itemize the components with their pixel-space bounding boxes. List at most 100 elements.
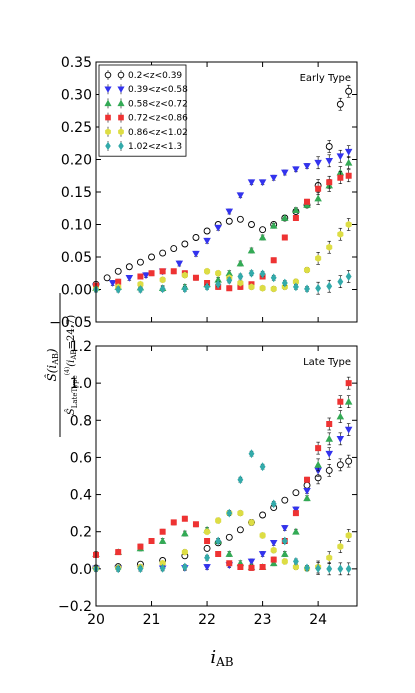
data-point: [337, 398, 344, 405]
data-point: [336, 100, 344, 108]
data-point: [258, 179, 267, 187]
data-point: [203, 227, 211, 235]
data-point: [336, 461, 344, 469]
y-tick-label: 0.2: [70, 525, 92, 541]
data-point: [337, 277, 344, 287]
legend-marker: [117, 99, 125, 107]
series-1.02<z<1.3: [93, 268, 352, 295]
data-point: [248, 564, 255, 571]
legend-marker: [118, 141, 124, 151]
data-point: [115, 285, 122, 294]
data-point: [259, 226, 267, 234]
data-point: [304, 563, 310, 573]
data-point: [344, 148, 353, 156]
legend-item: 0.2<z<0.39: [104, 70, 182, 81]
data-point: [345, 220, 352, 229]
series-0.58<z<0.72: [92, 156, 353, 292]
data-point: [159, 563, 166, 573]
legend-marker: [104, 86, 112, 93]
y-tick-label: 0.0: [70, 562, 92, 578]
data-point: [137, 564, 144, 574]
data-point: [215, 279, 222, 289]
data-point: [226, 508, 233, 518]
y-tick-label: 1.2: [70, 339, 92, 355]
data-point: [137, 285, 144, 294]
data-point: [281, 278, 288, 288]
data-point: [269, 174, 278, 182]
data-point: [314, 194, 322, 202]
data-point: [215, 517, 222, 525]
data-point: [292, 282, 299, 292]
data-point: [269, 221, 278, 229]
data-point: [181, 529, 189, 537]
legend-item: 1.02<z<1.3: [105, 141, 182, 152]
y-tick-label: 0.25: [61, 120, 92, 136]
data-point: [292, 506, 300, 514]
data-point: [325, 450, 333, 458]
data-point: [137, 273, 144, 280]
data-point: [204, 528, 211, 536]
data-point: [304, 284, 310, 294]
data-point: [203, 237, 211, 245]
data-point: [226, 275, 233, 285]
series-0.58<z<0.72: [92, 395, 353, 570]
series-1.02<z<1.3: [93, 449, 352, 576]
data-point: [159, 528, 166, 535]
legend-marker: [118, 114, 124, 121]
data-point: [292, 489, 300, 497]
data-point: [326, 421, 333, 427]
data-point: [237, 272, 244, 281]
y-tick-label: 0.00: [61, 283, 92, 299]
data-point: [326, 243, 333, 251]
data-point: [314, 460, 322, 468]
x-tick-label: 20: [87, 612, 105, 628]
data-point: [325, 467, 333, 474]
data-point: [236, 215, 244, 223]
data-point: [159, 276, 166, 284]
data-point: [345, 457, 353, 465]
data-point: [303, 266, 311, 274]
data-point: [248, 283, 255, 291]
data-point: [158, 537, 167, 544]
early-type-panel: −0.050.000.050.100.150.200.250.300.35Ear…: [49, 55, 358, 331]
panel-label: Late Type: [303, 357, 351, 368]
legend-marker: [105, 128, 111, 136]
data-point: [303, 494, 311, 502]
legend-label: 0.39<z<0.58: [128, 85, 188, 95]
data-point: [159, 268, 166, 275]
data-point: [336, 153, 345, 161]
data-point: [325, 157, 333, 165]
data-point: [337, 230, 344, 238]
data-point: [247, 558, 256, 566]
y-tick-label: 0.6: [70, 450, 92, 466]
data-point: [325, 143, 333, 150]
data-point: [181, 562, 188, 572]
data-point: [115, 278, 122, 285]
series-0.86<z<1.02: [92, 509, 352, 574]
x-tick-label: 23: [254, 612, 272, 628]
data-point: [248, 518, 255, 526]
data-point: [292, 527, 300, 535]
data-point: [148, 538, 155, 544]
data-point: [236, 259, 245, 267]
data-point: [344, 426, 353, 434]
series-0.72<z<0.86: [93, 169, 352, 292]
legend-marker: [117, 86, 125, 93]
x-tick-label: 24: [309, 612, 327, 628]
data-point: [345, 531, 352, 539]
data-point: [336, 436, 345, 443]
data-point: [237, 564, 244, 570]
legend-item: 0.86<z<1.02: [105, 126, 188, 138]
data-point: [137, 543, 144, 550]
data-point: [237, 509, 244, 517]
legend-item: 0.72<z<0.86: [105, 112, 188, 124]
data-point: [325, 434, 333, 442]
y-tick-label: 0.10: [61, 218, 92, 234]
data-point: [303, 481, 311, 489]
series-0.2<z<0.39: [92, 454, 353, 572]
series-0.72<z<0.86: [93, 376, 352, 571]
data-point: [148, 270, 155, 277]
data-point: [259, 531, 266, 539]
data-point: [259, 284, 266, 292]
